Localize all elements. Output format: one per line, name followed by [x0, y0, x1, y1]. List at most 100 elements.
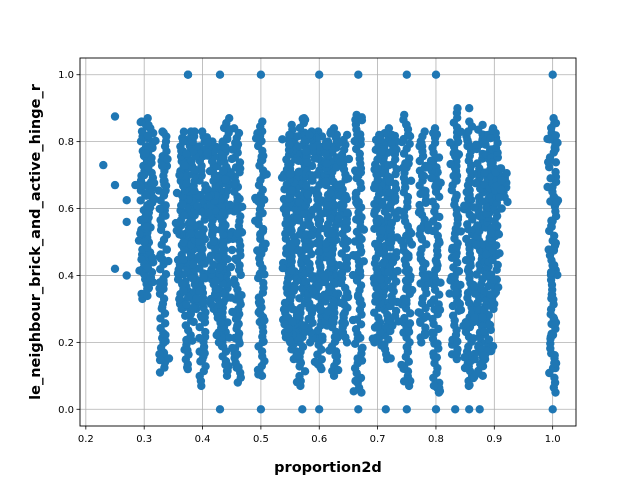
data-point: [497, 204, 506, 213]
data-point: [451, 288, 460, 297]
data-point: [548, 70, 557, 79]
data-point: [144, 120, 153, 130]
data-point: [310, 357, 320, 367]
data-point: [544, 157, 553, 167]
data-point: [328, 229, 337, 238]
data-point: [184, 292, 193, 302]
data-point: [495, 193, 504, 202]
data-point: [422, 312, 431, 321]
data-point: [182, 149, 191, 158]
data-point: [161, 337, 170, 346]
data-point: [298, 405, 307, 414]
data-point: [462, 187, 471, 197]
data-point: [175, 170, 184, 180]
data-point: [322, 159, 332, 168]
data-point: [448, 311, 458, 320]
data-point: [545, 135, 554, 144]
data-point: [348, 270, 358, 280]
data-point: [237, 291, 246, 300]
data-point: [172, 188, 182, 198]
data-point: [285, 130, 294, 140]
data-point: [179, 127, 189, 136]
data-point: [209, 237, 218, 246]
data-point: [321, 177, 330, 186]
data-point: [384, 267, 393, 277]
data-point: [342, 130, 352, 140]
data-point: [293, 132, 302, 141]
data-point: [188, 303, 198, 312]
data-point: [421, 186, 430, 196]
data-point: [253, 246, 262, 255]
data-point: [189, 317, 198, 327]
data-point: [141, 149, 150, 158]
data-point: [496, 164, 506, 173]
data-point: [310, 154, 319, 163]
data-point: [286, 243, 296, 252]
data-point: [305, 130, 314, 140]
data-point: [182, 300, 191, 309]
data-point: [211, 173, 220, 183]
data-point: [316, 305, 325, 315]
data-point: [163, 154, 172, 164]
data-point: [387, 236, 396, 245]
data-point: [221, 175, 230, 184]
x-axis-ticks: 0.2 0.3 0.4 0.5 0.6 0.7 0.8 0.9 1.0: [78, 426, 561, 445]
data-point: [421, 330, 430, 340]
data-point: [376, 275, 385, 284]
data-point: [221, 221, 230, 230]
data-point: [212, 330, 221, 340]
data-point: [186, 229, 196, 238]
data-point: [256, 405, 266, 414]
data-point: [159, 128, 168, 137]
data-point: [294, 167, 303, 177]
data-point: [406, 176, 416, 185]
data-point: [287, 186, 296, 195]
data-point: [258, 117, 267, 126]
data-point: [336, 157, 345, 166]
data-point: [461, 319, 471, 329]
data-point: [198, 355, 207, 364]
data-point: [99, 160, 108, 170]
data-point: [494, 230, 504, 239]
data-point: [431, 70, 441, 79]
data-point: [453, 337, 462, 346]
data-point: [300, 367, 310, 376]
data-point: [203, 148, 212, 158]
data-point: [205, 167, 215, 176]
data-point: [251, 134, 261, 143]
data-point: [432, 130, 442, 139]
data-point: [428, 328, 437, 337]
data-point: [421, 273, 430, 282]
data-point: [391, 306, 401, 316]
data-point: [211, 276, 220, 286]
data-point: [451, 405, 460, 414]
data-point: [344, 174, 353, 183]
data-point: [179, 287, 188, 296]
data-point: [178, 200, 187, 209]
data-point: [307, 231, 317, 240]
data-point: [340, 195, 349, 204]
data-point: [453, 151, 462, 160]
data-point: [171, 218, 181, 228]
data-point: [435, 212, 444, 222]
x-tick-label: 0.5: [253, 434, 269, 445]
data-point: [454, 266, 464, 276]
data-point: [226, 262, 236, 272]
data-point: [288, 304, 297, 314]
data-point: [227, 154, 237, 164]
data-point: [400, 110, 409, 120]
data-point: [164, 256, 173, 266]
data-point: [464, 194, 473, 204]
data-point: [278, 135, 287, 144]
data-point: [155, 252, 164, 262]
data-point: [403, 159, 412, 168]
data-point: [179, 255, 188, 264]
data-point: [414, 208, 424, 217]
data-point: [188, 274, 197, 283]
data-point: [143, 114, 152, 123]
data-point: [496, 185, 506, 194]
data-point: [290, 283, 300, 292]
x-tick-label: 0.2: [78, 434, 94, 445]
data-point: [194, 230, 204, 239]
data-point: [322, 141, 331, 151]
